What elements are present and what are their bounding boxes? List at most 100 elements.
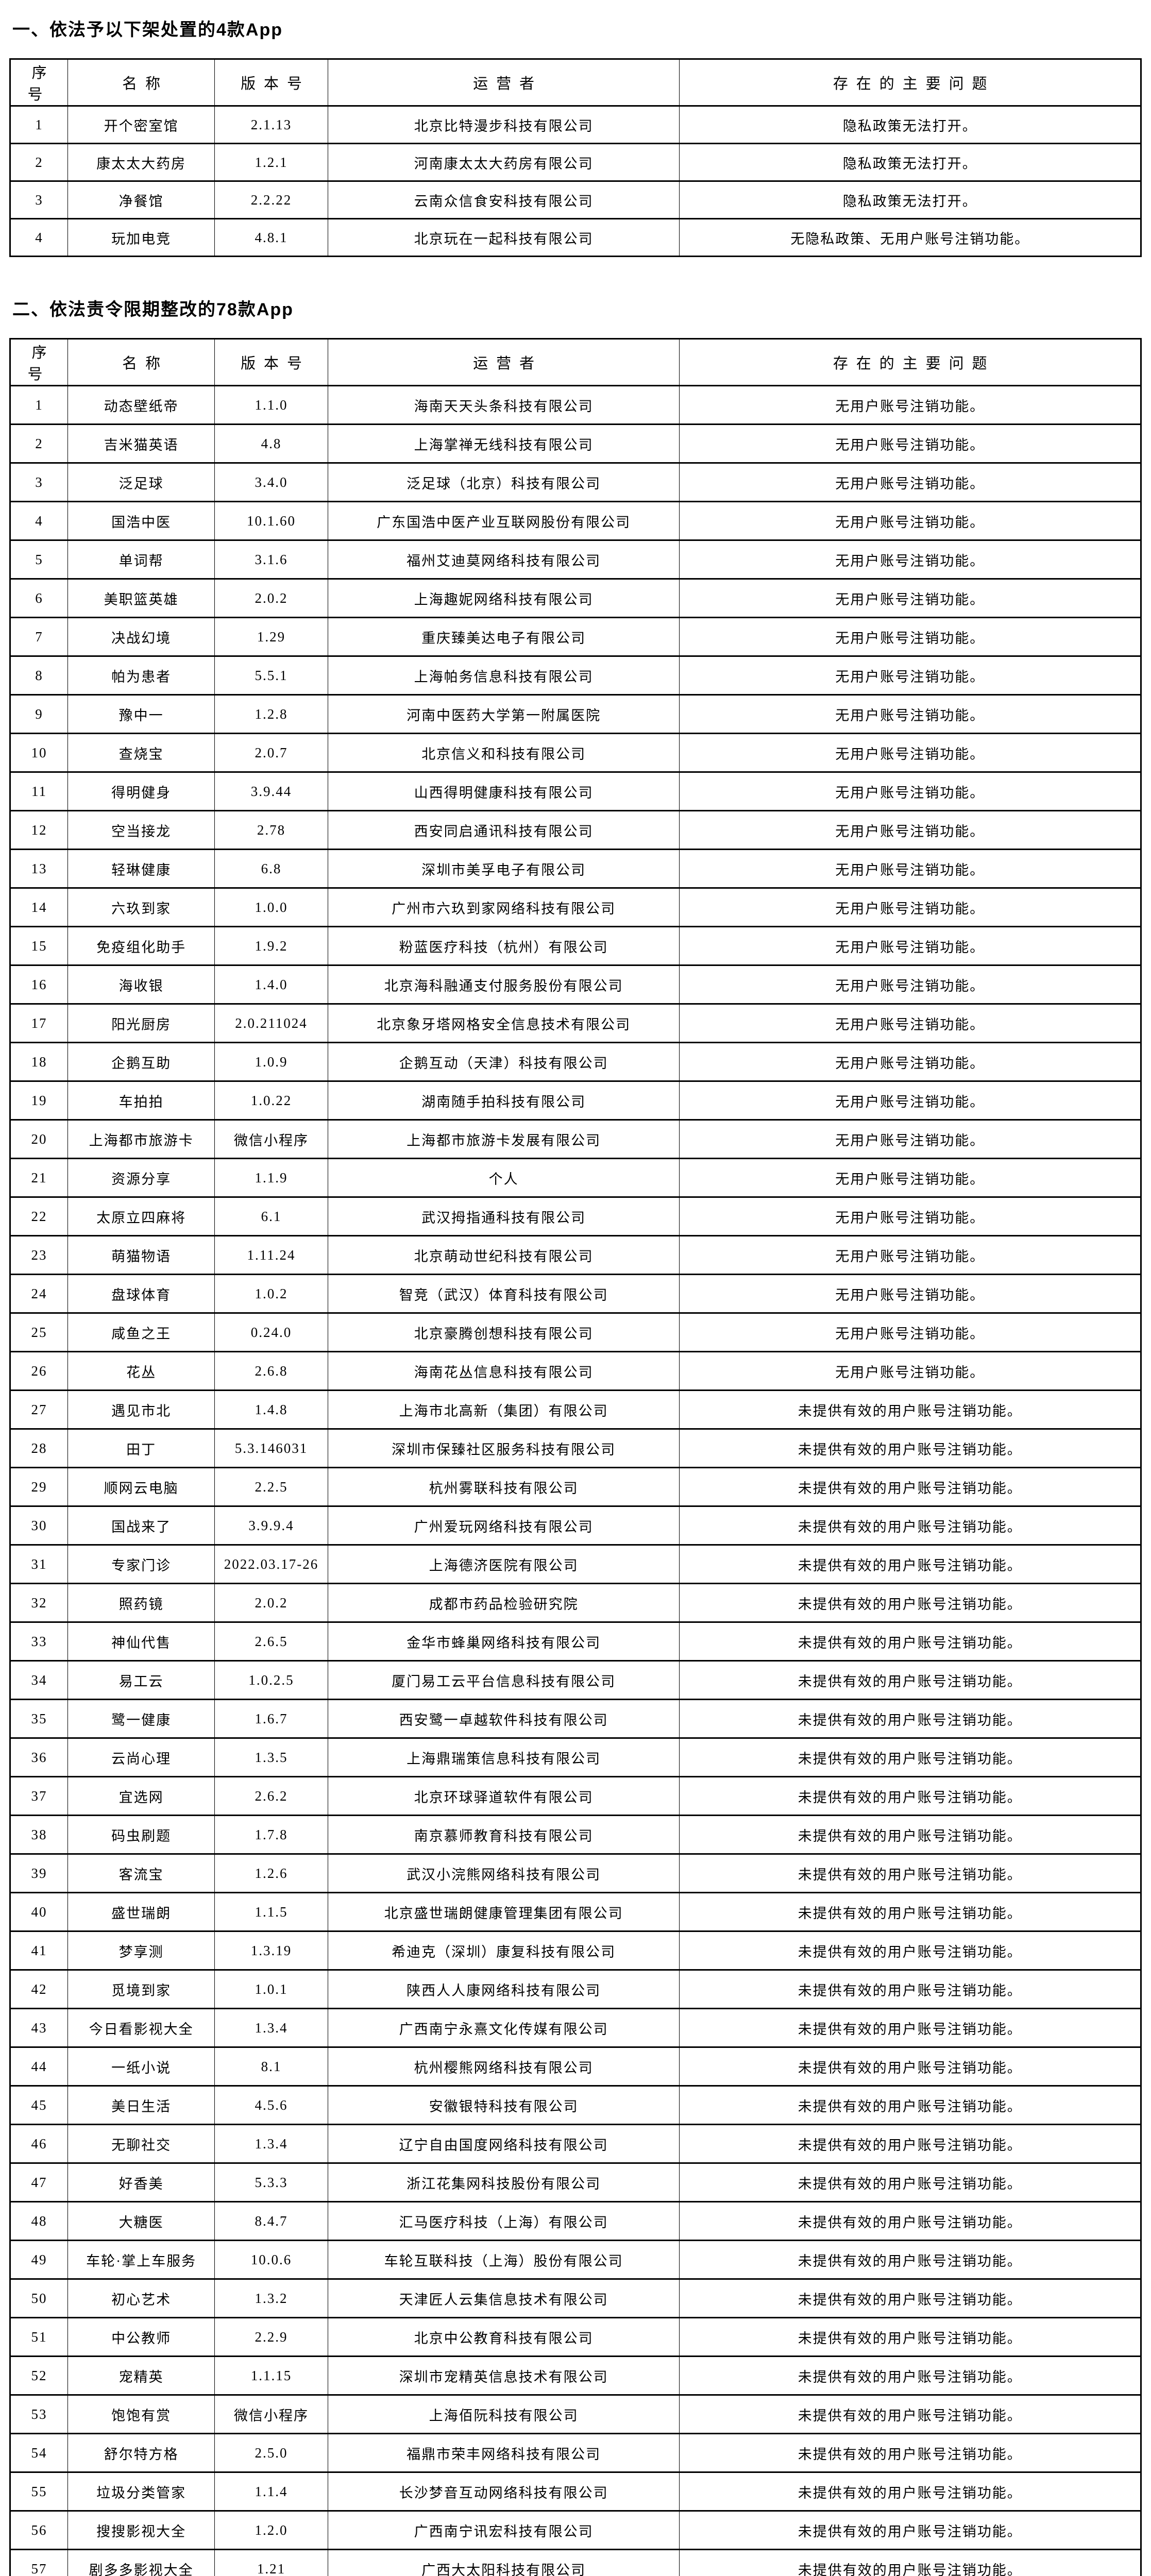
- cell-app-name: 咸鱼之王: [67, 1312, 215, 1352]
- cell-version: 1.3.2: [214, 2278, 328, 2318]
- table-row: 53 饱饱有赏 微信小程序 上海佰阮科技有限公司 未提供有效的用户账号注销功能。: [10, 2394, 1141, 2434]
- table-row: 13 轻琳健康 6.8 深圳市美孚电子有限公司 无用户账号注销功能。: [10, 849, 1141, 889]
- cell-app-name: 饱饱有赏: [67, 2394, 215, 2434]
- cell-index: 13: [10, 849, 68, 889]
- cell-index: 28: [10, 1428, 68, 1468]
- column-header: 版本号: [214, 58, 328, 107]
- table-row: 50 初心艺术 1.3.2 天津匠人云集信息技术有限公司 未提供有效的用户账号注销功能。: [10, 2278, 1141, 2318]
- cell-app-name: 神仙代售: [67, 1621, 215, 1662]
- cell-app-name: 盛世瑞朗: [67, 1892, 215, 1932]
- cell-operator: 安徽银特科技有限公司: [327, 2085, 680, 2125]
- cell-issue: 未提供有效的用户账号注销功能。: [679, 1660, 1141, 1700]
- cell-version: 1.1.5: [214, 1892, 328, 1932]
- table-row: 5 单词帮 3.1.6 福州艾迪莫网络科技有限公司 无用户账号注销功能。: [10, 539, 1141, 580]
- cell-operator: 湖南随手拍科技有限公司: [327, 1080, 680, 1121]
- table-row: 11 得明健身 3.9.44 山西得明健康科技有限公司 无用户账号注销功能。: [10, 771, 1141, 811]
- cell-app-name: 单词帮: [67, 539, 215, 580]
- cell-issue: 无用户账号注销功能。: [679, 1351, 1141, 1391]
- cell-index: 3: [10, 462, 68, 502]
- table-row: 6 美职篮英雄 2.0.2 上海趣妮网络科技有限公司 无用户账号注销功能。: [10, 578, 1141, 618]
- column-header: 运营者: [327, 338, 680, 386]
- table-row: 12 空当接龙 2.78 西安同启通讯科技有限公司 无用户账号注销功能。: [10, 810, 1141, 850]
- column-header: 名称: [67, 58, 215, 107]
- cell-operator: 杭州雾联科技有限公司: [327, 1467, 680, 1507]
- cell-issue: 未提供有效的用户账号注销功能。: [679, 1892, 1141, 1932]
- cell-app-name: 净餐馆: [67, 180, 215, 219]
- cell-index: 4: [10, 501, 68, 541]
- cell-issue: 未提供有效的用户账号注销功能。: [679, 1930, 1141, 1971]
- table-row: 46 无聊社交 1.3.4 辽宁自由国度网络科技有限公司 未提供有效的用户账号注销功能。: [10, 2124, 1141, 2164]
- cell-issue: 未提供有效的用户账号注销功能。: [679, 2046, 1141, 2087]
- cell-operator: 辽宁自由国度网络科技有限公司: [327, 2124, 680, 2164]
- cell-app-name: 宠精英: [67, 2355, 215, 2396]
- cell-app-name: 玩加电竞: [67, 218, 215, 257]
- cell-issue: 无用户账号注销功能。: [679, 1119, 1141, 1159]
- cell-app-name: 一纸小说: [67, 2046, 215, 2087]
- cell-operator: 北京信义和科技有限公司: [327, 733, 680, 773]
- table-header-row: 序号 名称 版本号 运营者 存在的主要问题: [10, 338, 1141, 386]
- cell-version: 1.1.15: [214, 2355, 328, 2396]
- table-row: 41 梦享测 1.3.19 希迪克（深圳）康复科技有限公司 未提供有效的用户账号注销功能…: [10, 1930, 1141, 1971]
- cell-app-name: 觅境到家: [67, 1969, 215, 2009]
- cell-version: 2.6.2: [214, 1776, 328, 1816]
- cell-index: 50: [10, 2278, 68, 2318]
- table-row: 28 田丁 5.3.146031 深圳市保臻社区服务科技有限公司 未提供有效的用户账号注…: [10, 1428, 1141, 1468]
- cell-operator: 粉蓝医疗科技（杭州）有限公司: [327, 926, 680, 966]
- cell-index: 35: [10, 1699, 68, 1739]
- cell-operator: 北京海科融通支付服务股份有限公司: [327, 964, 680, 1005]
- cell-issue: 未提供有效的用户账号注销功能。: [679, 2008, 1141, 2048]
- cell-version: 1.2.1: [214, 143, 328, 182]
- cell-app-name: 今日看影视大全: [67, 2008, 215, 2048]
- cell-version: 1.4.8: [214, 1389, 328, 1430]
- cell-index: 39: [10, 1853, 68, 1893]
- cell-issue: 未提供有效的用户账号注销功能。: [679, 2471, 1141, 2512]
- table-row: 44 一纸小说 8.1 杭州樱熊网络科技有限公司 未提供有效的用户账号注销功能。: [10, 2046, 1141, 2087]
- cell-operator: 西安同启通讯科技有限公司: [327, 810, 680, 850]
- table-row: 9 豫中一 1.2.8 河南中医药大学第一附属医院 无用户账号注销功能。: [10, 694, 1141, 734]
- cell-issue: 无用户账号注销功能。: [679, 1274, 1141, 1314]
- cell-version: 6.8: [214, 849, 328, 889]
- column-header: 序号: [10, 338, 68, 386]
- table-row: 27 遇见市北 1.4.8 上海市北高新（集团）有限公司 未提供有效的用户账号注销功能。: [10, 1389, 1141, 1430]
- cell-operator: 上海市北高新（集团）有限公司: [327, 1389, 680, 1430]
- cell-issue: 未提供有效的用户账号注销功能。: [679, 2549, 1141, 2576]
- cell-app-name: 阳光厨房: [67, 1003, 215, 1043]
- cell-version: 微信小程序: [214, 1119, 328, 1159]
- cell-operator: 泛足球（北京）科技有限公司: [327, 462, 680, 502]
- cell-operator: 海南花丛信息科技有限公司: [327, 1351, 680, 1391]
- cell-version: 2.78: [214, 810, 328, 850]
- cell-index: 44: [10, 2046, 68, 2087]
- apps-table: 序号 名称 版本号 运营者 存在的主要问题 1 开个密室馆 2.1.13 北京比特漫步科技有限…: [9, 58, 1142, 257]
- cell-index: 20: [10, 1119, 68, 1159]
- cell-index: 6: [10, 578, 68, 618]
- cell-issue: 未提供有效的用户账号注销功能。: [679, 2394, 1141, 2434]
- cell-issue: 未提供有效的用户账号注销功能。: [679, 2085, 1141, 2125]
- cell-app-name: 太原立四麻将: [67, 1196, 215, 1236]
- table-row: 33 神仙代售 2.6.5 金华市蜂巢网络科技有限公司 未提供有效的用户账号注销功能。: [10, 1621, 1141, 1662]
- cell-issue: 无用户账号注销功能。: [679, 810, 1141, 850]
- table-row: 24 盘球体育 1.0.2 智竞（武汉）体育科技有限公司 无用户账号注销功能。: [10, 1274, 1141, 1314]
- column-header: 序号: [10, 58, 68, 107]
- table-row: 20 上海都市旅游卡 微信小程序 上海都市旅游卡发展有限公司 无用户账号注销功能。: [10, 1119, 1141, 1159]
- cell-operator: 广西南宁永熹文化传媒有限公司: [327, 2008, 680, 2048]
- cell-index: 7: [10, 617, 68, 657]
- cell-operator: 北京萌动世纪科技有限公司: [327, 1235, 680, 1275]
- cell-version: 1.3.4: [214, 2124, 328, 2164]
- cell-index: 42: [10, 1969, 68, 2009]
- cell-index: 25: [10, 1312, 68, 1352]
- cell-app-name: 田丁: [67, 1428, 215, 1468]
- table-row: 2 吉米猫英语 4.8 上海掌禅无线科技有限公司 无用户账号注销功能。: [10, 423, 1141, 464]
- cell-operator: 智竞（武汉）体育科技有限公司: [327, 1274, 680, 1314]
- table-row: 32 照药镜 2.0.2 成都市药品检验研究院 未提供有效的用户账号注销功能。: [10, 1583, 1141, 1623]
- cell-index: 38: [10, 1815, 68, 1855]
- cell-index: 23: [10, 1235, 68, 1275]
- cell-issue: 未提供有效的用户账号注销功能。: [679, 1969, 1141, 2009]
- cell-app-name: 上海都市旅游卡: [67, 1119, 215, 1159]
- cell-operator: 广州爱玩网络科技有限公司: [327, 1505, 680, 1546]
- cell-index: 45: [10, 2085, 68, 2125]
- cell-version: 2.6.5: [214, 1621, 328, 1662]
- cell-operator: 西安鹭一卓越软件科技有限公司: [327, 1699, 680, 1739]
- table-header-row: 序号 名称 版本号 运营者 存在的主要问题: [10, 58, 1141, 107]
- cell-operator: 希迪克（深圳）康复科技有限公司: [327, 1930, 680, 1971]
- cell-issue: 未提供有效的用户账号注销功能。: [679, 1621, 1141, 1662]
